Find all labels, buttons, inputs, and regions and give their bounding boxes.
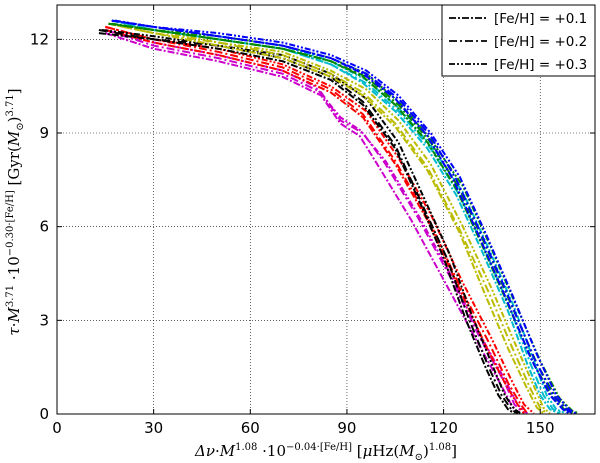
y-tick-label: 3 <box>39 311 49 329</box>
series-line-19 <box>111 19 570 414</box>
y-tick-label: 0 <box>39 405 49 423</box>
y-tick-label: 6 <box>39 218 49 236</box>
x-tick-label: 0 <box>52 419 62 437</box>
y-tick-label: 9 <box>39 124 49 142</box>
x-tick-label: 30 <box>144 419 163 437</box>
y-tick-label: 12 <box>30 30 49 48</box>
legend-label: [Fe/H] = +0.3 <box>494 57 587 73</box>
series-line-21 <box>114 19 577 414</box>
x-axis-title: Δν·M1.08 ·10−0.04·[Fe/H] [μHz(M⊙)1.08] <box>194 442 457 463</box>
y-axis-title: τ·M3.71 ·10−0.30·[Fe/H] [Gyr(M⊙)3.71] <box>5 88 26 335</box>
series-line-11 <box>108 22 548 414</box>
legend-label: [Fe/H] = +0.1 <box>494 11 587 27</box>
x-tick-label: 60 <box>241 419 260 437</box>
plot-frame <box>56 4 596 415</box>
series-line-12 <box>111 22 551 414</box>
series-line-13 <box>111 19 560 414</box>
x-tick-label: 90 <box>337 419 356 437</box>
series-line-3 <box>105 29 528 414</box>
axis-ticks: 0 30 60 90 120 150 0 3 6 9 12 <box>30 5 595 437</box>
x-tick-label: 150 <box>526 419 555 437</box>
series-line-9 <box>101 29 522 414</box>
series-group <box>98 19 580 414</box>
series-line-1 <box>104 32 519 414</box>
series-line-5 <box>105 25 529 414</box>
series-line-7 <box>98 32 516 414</box>
series-line-20 <box>111 19 573 414</box>
x-tick-label: 120 <box>429 419 458 437</box>
legend: [Fe/H] = +0.1 [Fe/H] = +0.2 [Fe/H] = +0.3 <box>441 4 596 77</box>
legend-label: [Fe/H] = +0.2 <box>494 34 587 50</box>
series-line-8 <box>98 29 519 414</box>
series-line-10 <box>108 22 545 414</box>
series-line-6 <box>105 25 535 414</box>
series-line-4 <box>105 29 525 414</box>
